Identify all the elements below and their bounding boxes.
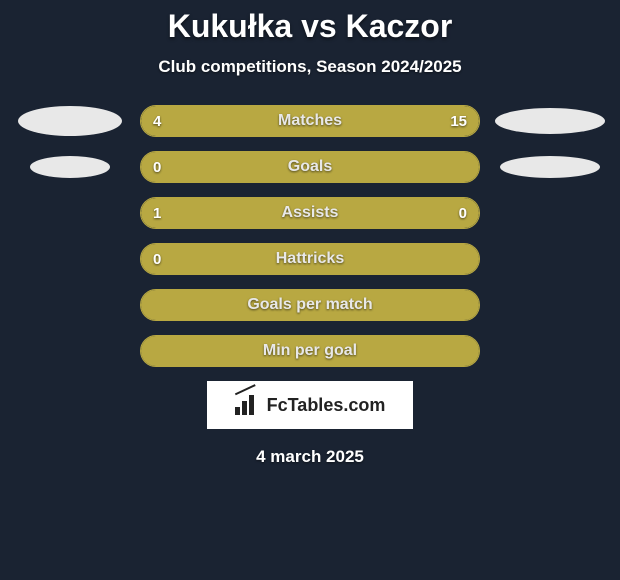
player1-badge: [18, 106, 122, 136]
stat-row: 415Matches: [0, 105, 620, 137]
player1-badge: [30, 156, 110, 178]
date-text: 4 march 2025: [0, 447, 620, 467]
player2-badge-slot: [495, 108, 605, 134]
stat-row: 0Hattricks: [0, 243, 620, 275]
stat-row: Goals per match: [0, 289, 620, 321]
bar-chart-icon: [235, 395, 261, 415]
player1-name: Kukułka: [168, 8, 292, 44]
page-title: Kukułka vs Kaczor: [0, 8, 620, 45]
stat-bar: 0Goals: [140, 151, 480, 183]
source-logo[interactable]: FcTables.com: [207, 381, 413, 429]
stat-label: Assists: [141, 198, 479, 228]
player1-badge-slot: [15, 156, 125, 178]
player2-badge: [500, 156, 600, 178]
player2-badge: [495, 108, 605, 134]
stats-rows: 415Matches 0Goals 10Assists 0Hattricks Goals…: [0, 105, 620, 367]
stat-bar: 10Assists: [140, 197, 480, 229]
player2-name: Kaczor: [346, 8, 453, 44]
stat-bar: Min per goal: [140, 335, 480, 367]
comparison-panel: Kukułka vs Kaczor Club competitions, Sea…: [0, 0, 620, 467]
logo-text: FcTables.com: [267, 395, 386, 416]
player1-badge-slot: [15, 106, 125, 136]
stat-row: Min per goal: [0, 335, 620, 367]
stat-label: Hattricks: [141, 244, 479, 274]
stat-bar: 0Hattricks: [140, 243, 480, 275]
stat-label: Goals: [141, 152, 479, 182]
subtitle: Club competitions, Season 2024/2025: [0, 57, 620, 77]
stat-label: Min per goal: [141, 336, 479, 366]
stat-label: Goals per match: [141, 290, 479, 320]
player2-badge-slot: [495, 156, 605, 178]
stat-row: 10Assists: [0, 197, 620, 229]
stat-bar: 415Matches: [140, 105, 480, 137]
stat-label: Matches: [141, 106, 479, 136]
stat-bar: Goals per match: [140, 289, 480, 321]
title-separator: vs: [301, 8, 337, 44]
stat-row: 0Goals: [0, 151, 620, 183]
